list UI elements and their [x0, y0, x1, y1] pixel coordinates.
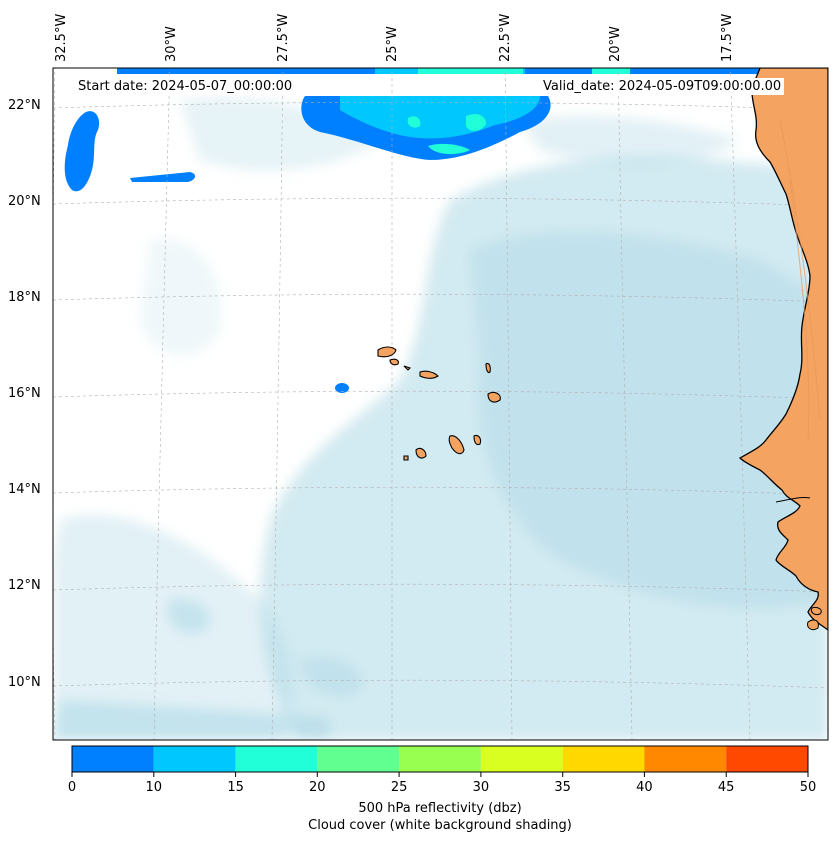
reflectivity-band: [64, 68, 828, 393]
colorbar-tick-label: 0: [67, 780, 77, 795]
gridlines: [53, 68, 828, 740]
colorbar-tick-label: 15: [227, 780, 244, 795]
colorbar-tick-label: 20: [309, 780, 326, 795]
colorbar-tick-label: 30: [472, 780, 490, 795]
colorbar-segment: [644, 746, 727, 772]
lat-label-18n: 18°N: [8, 290, 41, 305]
colorbar-tick-label: 40: [636, 780, 653, 795]
colorbar-segment: [317, 746, 400, 772]
lat-label-22n: 22°N: [8, 98, 41, 113]
colorbar-label: 500 hPa reflectivity (dbz): [358, 801, 522, 816]
colorbar-segment: [562, 746, 645, 772]
colorbar-tick-label: 10: [145, 780, 163, 795]
gambia-river: [775, 497, 811, 503]
lat-label-14n: 14°N: [8, 482, 41, 497]
west-africa-landmass: [738, 68, 828, 631]
colorbar-segment: [726, 746, 808, 772]
colorbar-segment: [153, 746, 236, 772]
lat-label-10n: 10°N: [8, 675, 41, 690]
colorbar-segment: [235, 746, 318, 772]
lat-label-16n: 16°N: [8, 386, 41, 401]
colorbar: [71, 745, 809, 777]
colorbar-segment: [72, 746, 154, 772]
colorbar-segment: [399, 746, 481, 772]
map-frame: [52, 67, 829, 741]
colorbar-tick-label: 25: [390, 780, 408, 795]
land-contours: [779, 119, 821, 441]
lat-label-12n: 12°N: [8, 578, 41, 593]
colorbar-tick-label: 35: [554, 780, 571, 795]
valid-date-label: Valid_date: 2024-05-09T09:00:00.00: [540, 78, 785, 95]
colorbar-tick-label: 45: [717, 780, 735, 795]
cape-verde-islands: [377, 346, 501, 461]
coastal-islands: [807, 607, 822, 631]
start-date-label: Start date: 2024-05-07_00:00:00: [75, 78, 296, 95]
colorbar-sublabel: Cloud cover (white background shading): [308, 818, 572, 833]
cloud-cover-shading: [53, 97, 828, 740]
colorbar-tick-label: 50: [799, 780, 817, 795]
lat-label-20n: 20°N: [8, 194, 41, 209]
colorbar-segment: [480, 746, 563, 772]
